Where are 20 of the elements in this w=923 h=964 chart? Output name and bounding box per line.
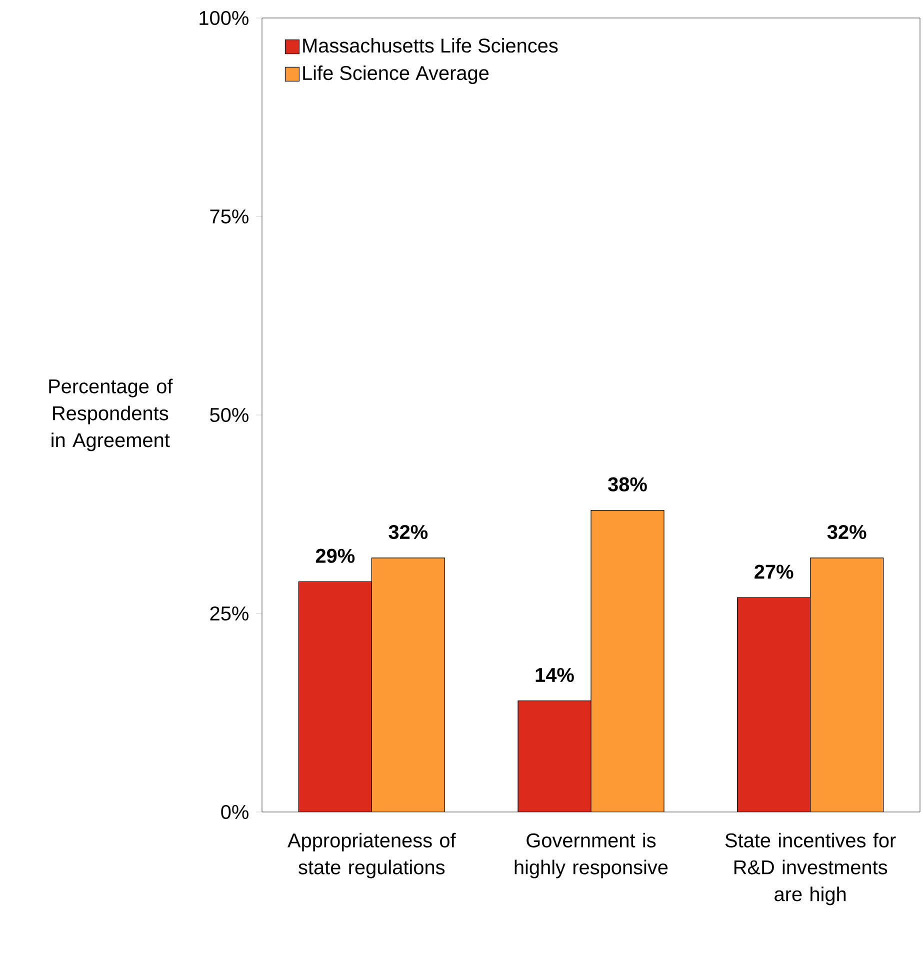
data-label: 32% bbox=[827, 524, 866, 540]
data-label: 38% bbox=[608, 477, 647, 492]
x-tick-label: Appropriateness of state regulations bbox=[288, 832, 456, 878]
x-tick-label: State incentives for R&D investments are high bbox=[725, 832, 896, 906]
bar bbox=[590, 510, 664, 812]
data-label: 14% bbox=[536, 668, 574, 682]
data-label: 29% bbox=[316, 548, 355, 563]
legend-label: Life Science Average bbox=[303, 65, 489, 84]
y-axis-title: Percentage of Respondents in Agreement bbox=[49, 378, 173, 452]
y-tick-label: 75% bbox=[210, 209, 248, 224]
legend-label: Massachusetts Life Sciences bbox=[303, 38, 558, 53]
y-tick-label: 50% bbox=[210, 408, 248, 422]
x-tick-label: Government is highly responsive bbox=[514, 832, 668, 878]
y-tick-label: 0% bbox=[221, 804, 248, 820]
data-label: 32% bbox=[388, 524, 428, 540]
data-label: 27% bbox=[754, 564, 794, 579]
bar bbox=[371, 558, 445, 812]
y-tick-label: 25% bbox=[210, 606, 248, 621]
bar bbox=[810, 558, 884, 812]
y-tick-label: 100% bbox=[200, 10, 248, 26]
